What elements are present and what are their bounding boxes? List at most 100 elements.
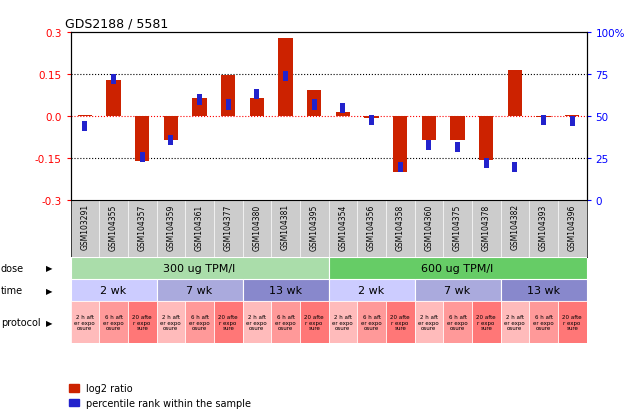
Text: 600 ug TPM/l: 600 ug TPM/l xyxy=(421,263,494,273)
Text: GSM104380: GSM104380 xyxy=(253,204,262,250)
Text: GSM104395: GSM104395 xyxy=(310,204,319,250)
Text: 20 afte
r expo
sure: 20 afte r expo sure xyxy=(476,314,496,330)
Text: GSM104355: GSM104355 xyxy=(109,204,118,250)
Bar xyxy=(340,104,345,114)
Bar xyxy=(106,81,121,117)
Text: 20 afte
r expo
sure: 20 afte r expo sure xyxy=(390,314,410,330)
Bar xyxy=(214,302,242,343)
Text: GSM104381: GSM104381 xyxy=(281,204,290,250)
Text: 2 h aft
er expo
osure: 2 h aft er expo osure xyxy=(74,314,96,330)
Text: 6 h aft
er expo
osure: 6 h aft er expo osure xyxy=(189,314,210,330)
Bar xyxy=(369,115,374,126)
Text: dose: dose xyxy=(1,263,24,273)
Bar xyxy=(271,302,300,343)
Bar xyxy=(501,302,529,343)
Text: GSM104382: GSM104382 xyxy=(510,204,519,250)
Text: 20 afte
r expo
sure: 20 afte r expo sure xyxy=(562,314,582,330)
Bar xyxy=(483,159,488,169)
Bar xyxy=(128,302,156,343)
Bar xyxy=(426,140,431,151)
Bar xyxy=(565,116,579,117)
Bar xyxy=(307,90,321,117)
Text: GSM104361: GSM104361 xyxy=(195,204,204,250)
Bar xyxy=(512,162,517,172)
Text: GSM104358: GSM104358 xyxy=(395,204,404,250)
Text: ▶: ▶ xyxy=(46,318,53,327)
Text: 20 afte
r expo
sure: 20 afte r expo sure xyxy=(132,314,152,330)
Text: 6 h aft
er expo
osure: 6 h aft er expo osure xyxy=(447,314,468,330)
Bar xyxy=(71,279,156,302)
Bar xyxy=(135,117,149,162)
Text: 6 h aft
er expo
osure: 6 h aft er expo osure xyxy=(361,314,382,330)
Text: 13 wk: 13 wk xyxy=(527,285,560,296)
Text: 7 wk: 7 wk xyxy=(444,285,470,296)
Bar xyxy=(397,162,403,172)
Text: protocol: protocol xyxy=(1,317,40,327)
Text: GSM104378: GSM104378 xyxy=(481,204,490,250)
Bar xyxy=(278,39,293,117)
Text: GSM104359: GSM104359 xyxy=(167,204,176,250)
Bar xyxy=(357,302,386,343)
Text: 300 ug TPM/l: 300 ug TPM/l xyxy=(163,263,236,273)
Text: GDS2188 / 5581: GDS2188 / 5581 xyxy=(65,17,169,31)
Text: 20 afte
r expo
sure: 20 afte r expo sure xyxy=(304,314,324,330)
Bar xyxy=(415,302,443,343)
Bar xyxy=(169,135,174,145)
Bar xyxy=(300,302,328,343)
Text: 6 h aft
er expo
osure: 6 h aft er expo osure xyxy=(103,314,124,330)
Bar xyxy=(156,302,185,343)
Text: 2 h aft
er expo
osure: 2 h aft er expo osure xyxy=(333,314,353,330)
Bar xyxy=(472,302,501,343)
Bar xyxy=(328,257,587,279)
Bar xyxy=(140,152,145,162)
Text: 2 wk: 2 wk xyxy=(101,285,127,296)
Text: 2 h aft
er expo
osure: 2 h aft er expo osure xyxy=(419,314,439,330)
Text: 20 afte
r expo
sure: 20 afte r expo sure xyxy=(219,314,238,330)
Text: GSM104357: GSM104357 xyxy=(138,204,147,250)
Bar xyxy=(328,302,357,343)
Bar xyxy=(226,100,231,110)
Bar xyxy=(508,71,522,117)
Bar xyxy=(415,279,501,302)
Text: 2 h aft
er expo
osure: 2 h aft er expo osure xyxy=(504,314,525,330)
Bar xyxy=(99,302,128,343)
Text: 13 wk: 13 wk xyxy=(269,285,302,296)
Bar xyxy=(78,116,92,117)
Bar xyxy=(71,302,99,343)
Bar xyxy=(312,100,317,110)
Bar xyxy=(242,302,271,343)
Bar xyxy=(541,115,546,126)
Bar xyxy=(393,117,407,173)
Bar xyxy=(328,279,415,302)
Text: 2 h aft
er expo
osure: 2 h aft er expo osure xyxy=(247,314,267,330)
Bar xyxy=(82,122,87,132)
Bar xyxy=(570,117,575,127)
Bar xyxy=(336,113,350,117)
Bar xyxy=(364,117,379,119)
Bar xyxy=(422,117,436,141)
Bar xyxy=(111,75,116,85)
Bar xyxy=(185,302,214,343)
Text: GSM104377: GSM104377 xyxy=(224,204,233,250)
Bar xyxy=(479,117,494,160)
Text: 2 h aft
er expo
osure: 2 h aft er expo osure xyxy=(160,314,181,330)
Bar xyxy=(250,99,264,117)
Bar xyxy=(386,302,415,343)
Text: ▶: ▶ xyxy=(46,286,53,295)
Bar xyxy=(537,117,551,118)
Legend: log2 ratio, percentile rank within the sample: log2 ratio, percentile rank within the s… xyxy=(69,383,251,408)
Bar xyxy=(501,279,587,302)
Bar xyxy=(71,257,328,279)
Bar xyxy=(558,302,587,343)
Bar xyxy=(242,279,328,302)
Text: 2 wk: 2 wk xyxy=(358,285,385,296)
Text: 6 h aft
er expo
osure: 6 h aft er expo osure xyxy=(275,314,296,330)
Text: GSM104375: GSM104375 xyxy=(453,204,462,250)
Bar xyxy=(221,76,235,117)
Text: 7 wk: 7 wk xyxy=(187,285,213,296)
Text: GSM104393: GSM104393 xyxy=(539,204,548,250)
Bar xyxy=(254,90,260,100)
Bar xyxy=(451,117,465,141)
Bar xyxy=(197,95,202,105)
Text: GSM104360: GSM104360 xyxy=(424,204,433,250)
